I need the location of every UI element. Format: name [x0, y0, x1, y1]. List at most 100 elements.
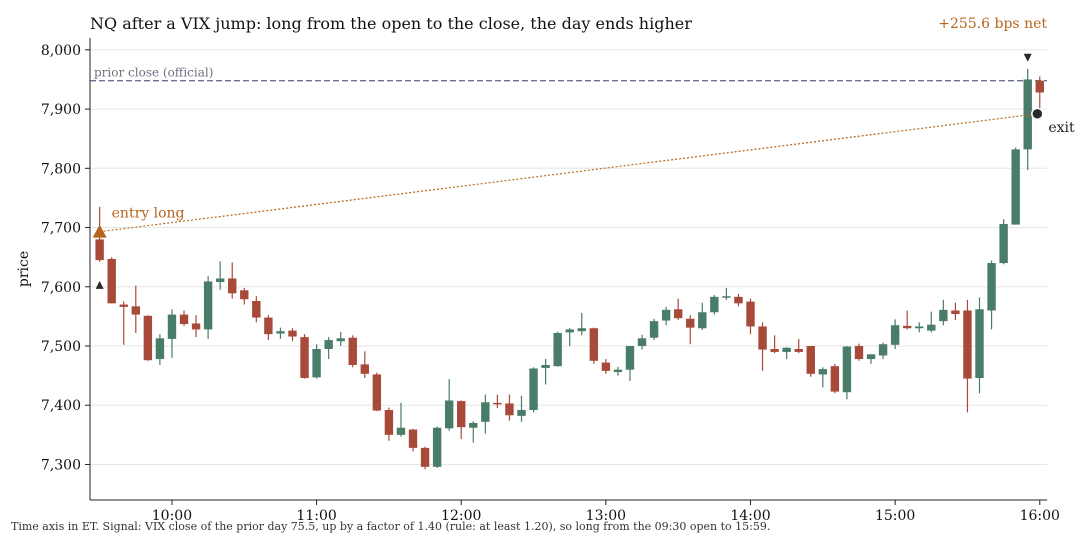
candle — [167, 309, 177, 358]
candle-body — [481, 402, 490, 422]
candle — [565, 328, 574, 346]
exit-marker-circle — [1031, 107, 1044, 121]
signal-down-arrow-icon — [1023, 53, 1032, 62]
candle-body — [396, 427, 406, 435]
axes: price 7,300 7,400 7,500 7,600 7,700 7,800 7,90… — [16, 38, 1060, 524]
candle-body — [505, 403, 514, 416]
candle-body — [902, 325, 912, 329]
candle-body — [1035, 80, 1044, 93]
candle-body — [951, 310, 960, 315]
candle — [228, 262, 237, 299]
candle — [1023, 68, 1032, 171]
candle — [131, 285, 141, 333]
candle — [444, 379, 454, 431]
candle — [589, 327, 599, 364]
candle — [288, 328, 297, 342]
candle — [649, 318, 659, 341]
candle — [312, 344, 321, 379]
candle — [722, 287, 731, 300]
candle-body — [444, 400, 454, 429]
candle-body — [240, 290, 249, 300]
candle — [939, 299, 948, 326]
candle-body — [927, 324, 936, 331]
candle — [686, 315, 695, 345]
candle-body — [420, 447, 430, 467]
net-return-label: +255.6 bps net — [938, 16, 1047, 32]
candle-body — [264, 317, 273, 335]
candle — [673, 298, 683, 320]
candle — [372, 372, 382, 412]
candle-body — [457, 401, 466, 428]
grid-lines — [90, 49, 1047, 465]
candle-body — [782, 347, 791, 352]
candle-body — [372, 374, 382, 411]
candle — [1011, 147, 1020, 225]
candle-body — [601, 362, 611, 371]
candle — [300, 334, 309, 379]
candle — [469, 421, 478, 443]
exit-label: exit — [1048, 120, 1075, 136]
candle — [179, 310, 189, 326]
prior-close-label: prior close (official) — [94, 66, 213, 80]
candle — [782, 347, 791, 360]
candle-body — [987, 263, 996, 311]
candle — [240, 287, 249, 305]
candle-body — [613, 369, 623, 373]
candles — [95, 68, 1044, 470]
candle-body — [493, 402, 502, 405]
candle-body — [1011, 149, 1020, 225]
candle — [842, 346, 852, 400]
candle-body — [288, 330, 297, 337]
y-tick-label: 7,400 — [41, 398, 81, 414]
x-tick-label: 10:00 — [152, 508, 192, 524]
candle-body — [191, 323, 201, 330]
candle — [963, 299, 972, 413]
candle — [541, 359, 550, 385]
candle — [143, 315, 153, 361]
candle-body — [649, 321, 659, 338]
candle — [902, 310, 912, 330]
candle-body — [818, 369, 828, 375]
candle — [155, 334, 165, 365]
candle — [276, 327, 285, 339]
candle — [637, 334, 647, 350]
y-tick-label: 7,500 — [41, 339, 81, 355]
candle — [481, 394, 490, 434]
candle-body — [155, 338, 165, 360]
candle — [601, 359, 611, 374]
candle — [252, 296, 261, 323]
candle — [457, 400, 466, 439]
candle — [360, 351, 370, 378]
candle — [927, 311, 936, 333]
footnote: Time axis in ET. Signal: VIX close of th… — [11, 520, 771, 533]
candle-body — [589, 328, 599, 361]
candle — [818, 367, 828, 388]
candle-body — [119, 304, 128, 307]
candle — [577, 312, 586, 336]
candle-body — [95, 239, 104, 261]
trade-markers: entry long exit — [92, 53, 1075, 289]
candle — [806, 346, 815, 377]
trade-path-line — [99, 113, 1038, 233]
candle — [191, 315, 201, 338]
candle-body — [686, 318, 695, 328]
candle-body — [529, 368, 538, 410]
x-tick-label: 13:00 — [586, 508, 626, 524]
candle — [625, 346, 635, 381]
y-tick-label: 7,800 — [41, 161, 81, 177]
candle — [758, 322, 767, 371]
candle-body — [854, 346, 864, 360]
candle-body — [878, 344, 888, 356]
candle — [264, 315, 273, 341]
candle — [324, 337, 333, 360]
candle — [215, 261, 225, 290]
candle-body — [553, 332, 562, 367]
candle — [203, 276, 213, 339]
candle — [505, 394, 514, 421]
candle-body — [565, 329, 574, 333]
candle-body — [203, 281, 213, 330]
x-tick-label: 12:00 — [441, 508, 481, 524]
candle-body — [1023, 79, 1032, 150]
candle-body — [276, 331, 285, 334]
candle — [878, 342, 888, 360]
